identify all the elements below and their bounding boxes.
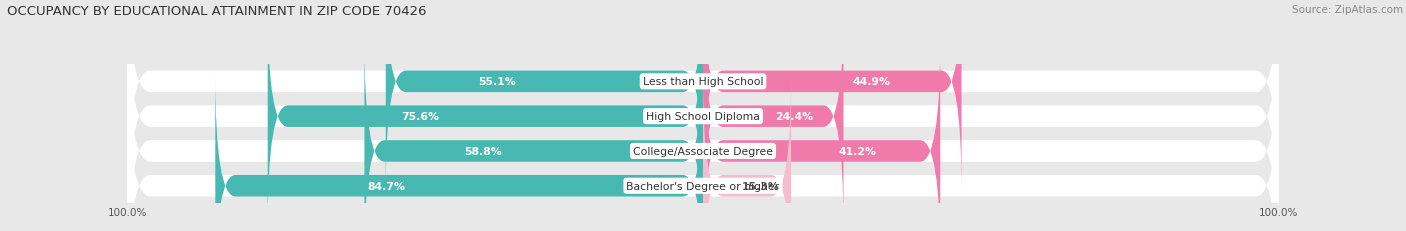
FancyBboxPatch shape xyxy=(127,0,1279,231)
FancyBboxPatch shape xyxy=(215,76,703,231)
FancyBboxPatch shape xyxy=(127,58,1279,231)
Text: Source: ZipAtlas.com: Source: ZipAtlas.com xyxy=(1292,5,1403,15)
Text: Bachelor's Degree or higher: Bachelor's Degree or higher xyxy=(627,181,779,191)
FancyBboxPatch shape xyxy=(703,6,844,227)
Text: 15.3%: 15.3% xyxy=(741,181,779,191)
FancyBboxPatch shape xyxy=(127,0,1279,210)
Text: 75.6%: 75.6% xyxy=(401,112,439,122)
Text: 24.4%: 24.4% xyxy=(775,112,814,122)
FancyBboxPatch shape xyxy=(703,0,962,192)
Text: Less than High School: Less than High School xyxy=(643,77,763,87)
Text: High School Diploma: High School Diploma xyxy=(647,112,759,122)
Text: 41.2%: 41.2% xyxy=(838,146,876,156)
Text: College/Associate Degree: College/Associate Degree xyxy=(633,146,773,156)
FancyBboxPatch shape xyxy=(127,24,1279,231)
FancyBboxPatch shape xyxy=(703,76,792,231)
FancyBboxPatch shape xyxy=(385,0,703,192)
Text: 84.7%: 84.7% xyxy=(367,181,405,191)
FancyBboxPatch shape xyxy=(267,6,703,227)
Text: OCCUPANCY BY EDUCATIONAL ATTAINMENT IN ZIP CODE 70426: OCCUPANCY BY EDUCATIONAL ATTAINMENT IN Z… xyxy=(7,5,426,18)
FancyBboxPatch shape xyxy=(703,41,941,231)
Text: 58.8%: 58.8% xyxy=(464,146,502,156)
Text: 44.9%: 44.9% xyxy=(852,77,890,87)
FancyBboxPatch shape xyxy=(364,41,703,231)
Text: 55.1%: 55.1% xyxy=(478,77,516,87)
